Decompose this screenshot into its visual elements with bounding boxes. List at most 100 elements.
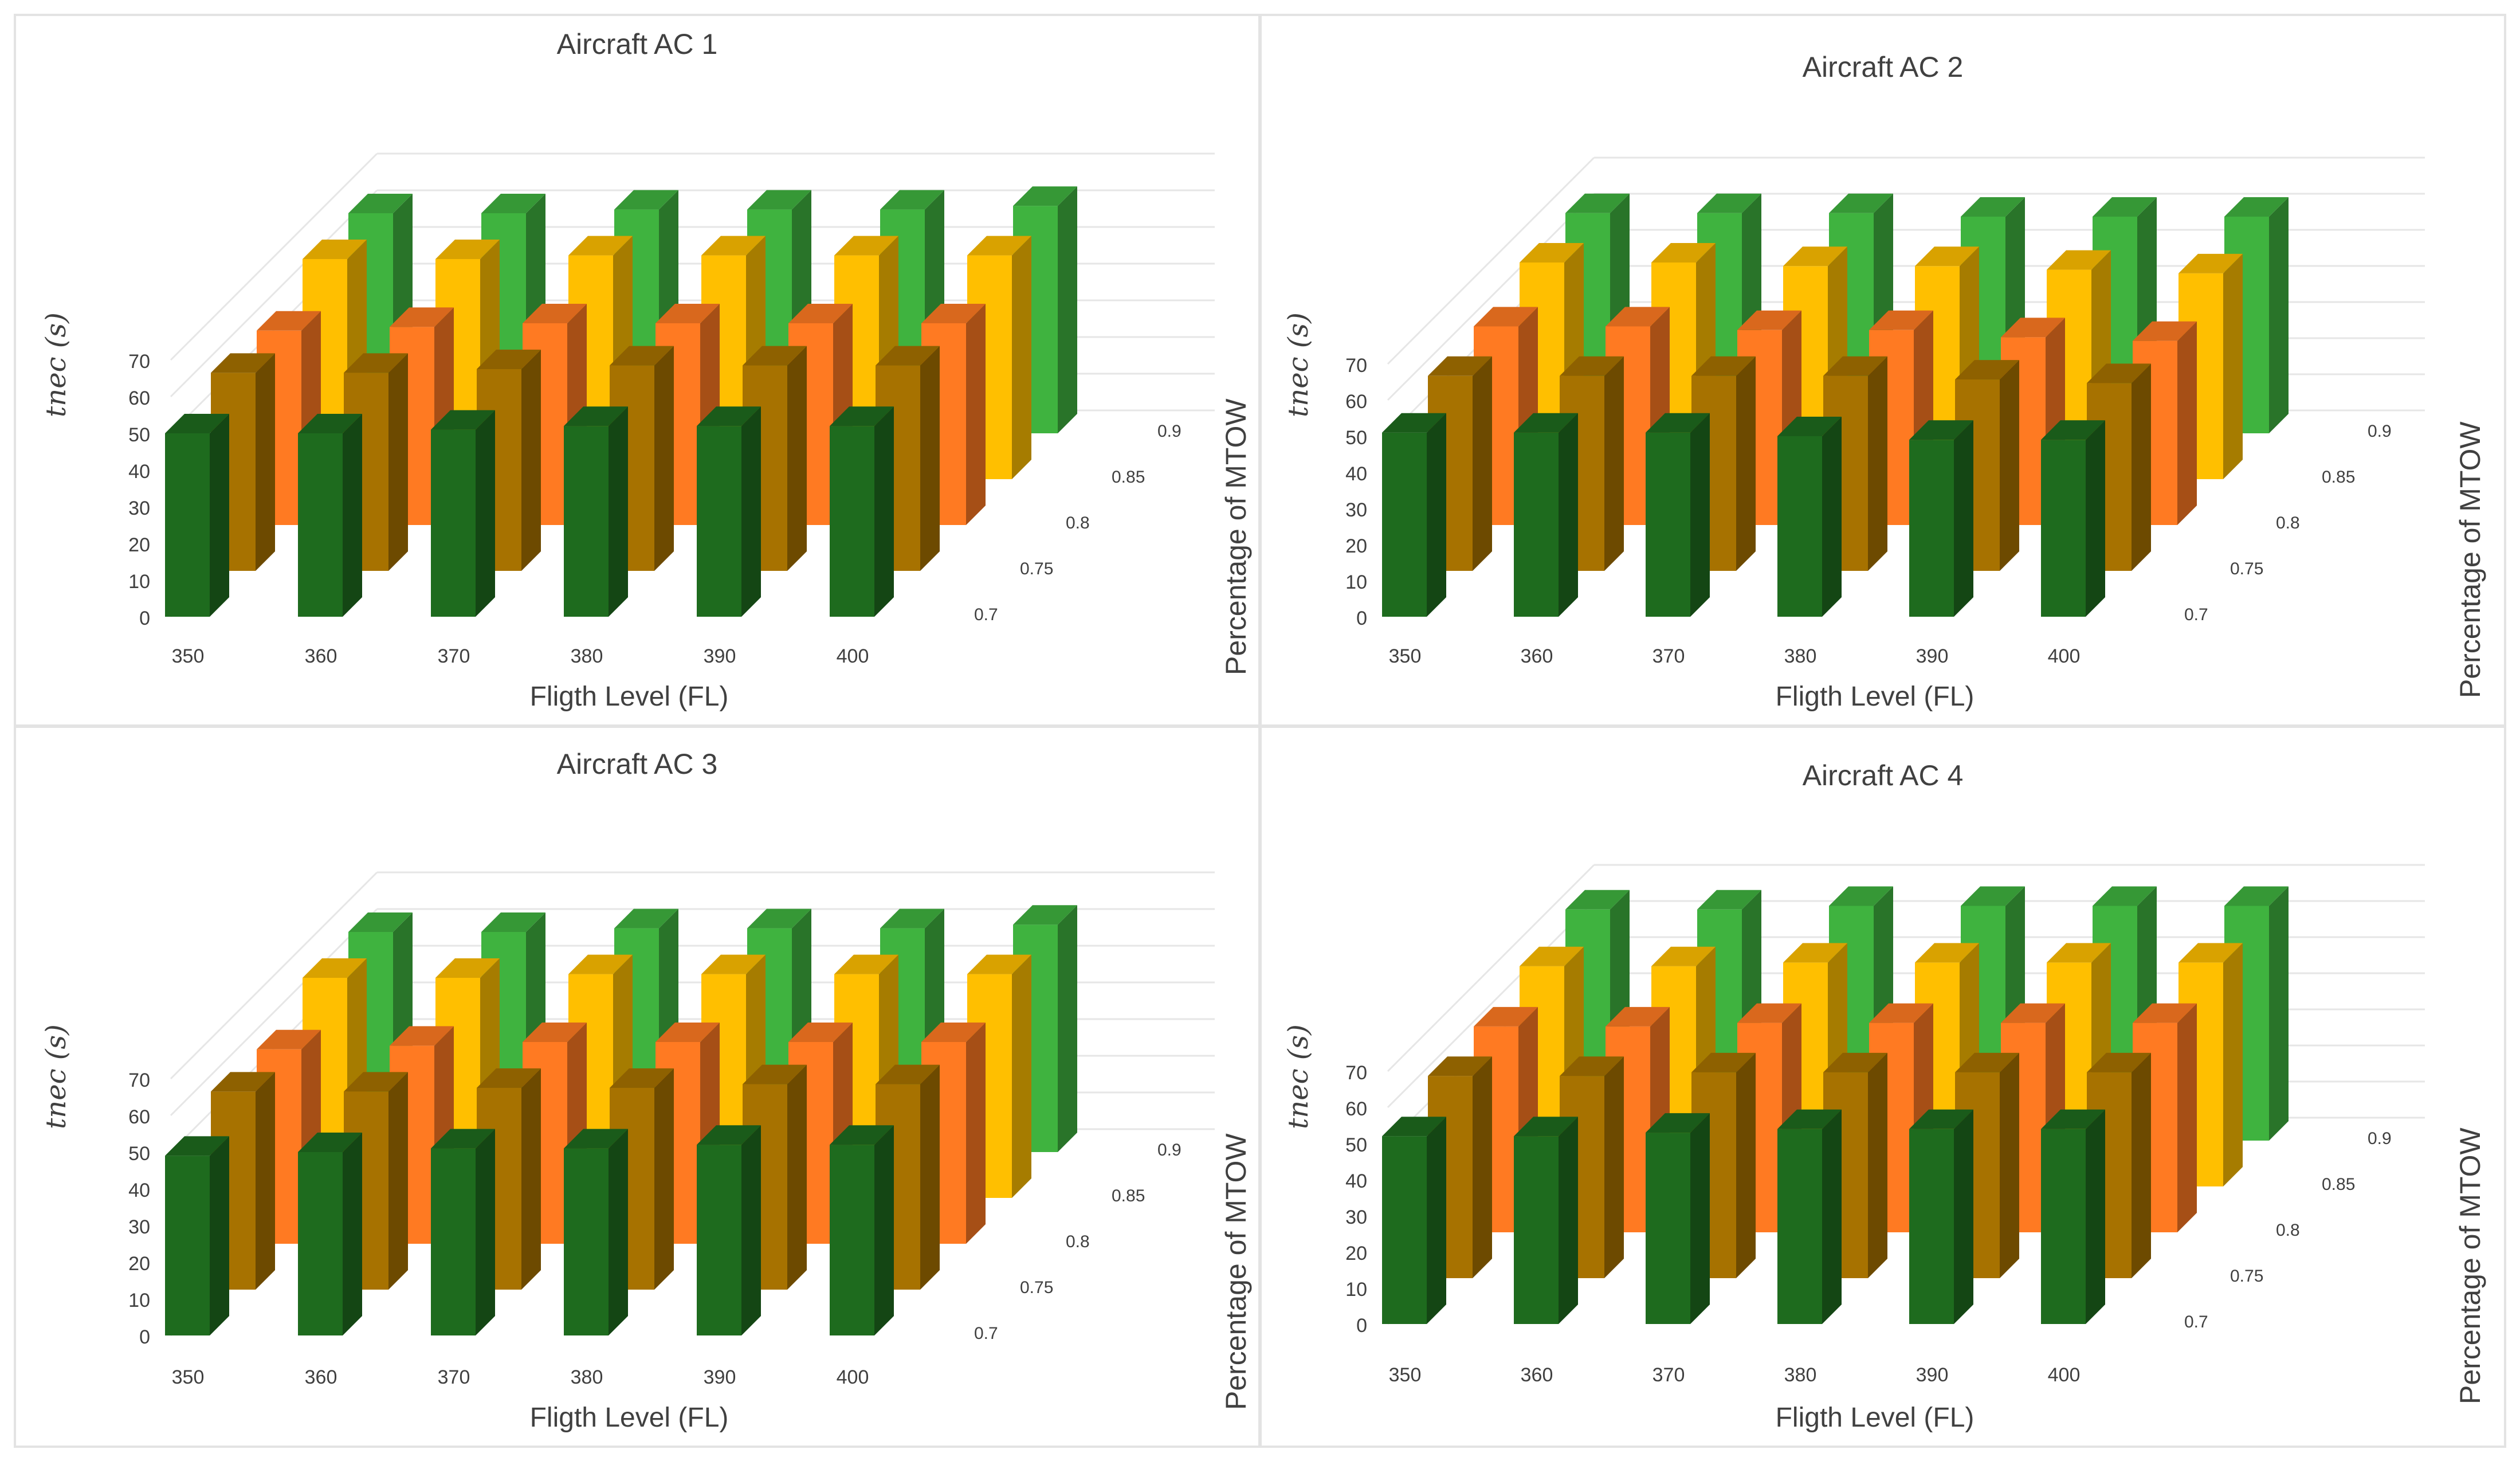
bar-side xyxy=(609,406,628,617)
bar-front xyxy=(830,1145,874,1335)
bar-top xyxy=(967,236,1031,256)
bar-top xyxy=(348,912,413,932)
x-tick-label: 370 xyxy=(438,1366,470,1388)
gridline xyxy=(1387,864,1595,1072)
bar-side xyxy=(2269,197,2289,433)
bar-top xyxy=(967,954,1031,974)
x-tick-label: 360 xyxy=(1521,1364,1553,1386)
depth-tick-label: 0.7 xyxy=(2184,605,2208,624)
bar-top xyxy=(1606,307,1670,327)
bar-side xyxy=(1559,1117,1578,1324)
bar-top xyxy=(2178,253,2243,273)
bar xyxy=(830,406,894,617)
bar-side xyxy=(787,1064,807,1290)
y-tick-label: 60 xyxy=(1345,1098,1367,1120)
x-tick-label: 350 xyxy=(1389,645,1422,667)
x-tick-label: 380 xyxy=(571,645,603,667)
x-tick-label: 350 xyxy=(172,645,205,667)
bar-front xyxy=(1909,440,1954,617)
chart-ac4-plot: 0 10 20 30 40 50 60 70 350 360 370 380 390 400 0.7 0.75… xyxy=(1345,864,2425,1386)
bar-top xyxy=(655,1023,720,1042)
bar xyxy=(1646,1113,1710,1324)
bar-side xyxy=(787,346,807,571)
bar-top xyxy=(1783,943,1847,963)
bar-side xyxy=(1822,1109,1842,1324)
y-tick-label: 30 xyxy=(128,498,150,519)
bar-top xyxy=(2041,420,2105,440)
bar xyxy=(2041,420,2105,617)
x-tick-label: 400 xyxy=(2048,1364,2081,1386)
bar-top xyxy=(2087,363,2151,383)
bar-top xyxy=(1382,413,1446,433)
y-tick-label: 50 xyxy=(128,424,150,446)
bar-front xyxy=(165,433,210,617)
bar-top xyxy=(564,406,628,426)
bar-top xyxy=(2093,197,2157,217)
bar-top xyxy=(1915,246,1979,267)
bar-side xyxy=(1690,1113,1710,1324)
bar-top xyxy=(481,912,545,932)
bar-top xyxy=(257,311,321,331)
bar-top xyxy=(614,190,678,210)
bar-front xyxy=(1909,1129,1954,1324)
bar-top xyxy=(876,1064,940,1084)
y-tick-label: 60 xyxy=(128,1106,150,1128)
chart-panel-ac4: 0 10 20 30 40 50 60 70 350 360 370 380 390 400 0.7 0.75… xyxy=(1259,726,2506,1448)
bar-top xyxy=(1915,943,1979,963)
depth-axis-title: Percentage of MTOW xyxy=(1220,1133,1252,1410)
y-tick-label: 70 xyxy=(128,1070,150,1091)
bar xyxy=(298,414,362,617)
bar-side xyxy=(1473,356,1492,571)
bar-front xyxy=(1514,1136,1559,1324)
y-axis-title: tnec (s) xyxy=(40,312,72,417)
y-tick-label: 60 xyxy=(128,387,150,409)
bar-top xyxy=(165,1136,229,1156)
bar-top xyxy=(1783,246,1847,267)
depth-axis-ticks: 0.7 0.75 0.8 0.85 0.9 xyxy=(2184,1129,2392,1331)
x-tick-label: 400 xyxy=(837,645,869,667)
bar-side xyxy=(1868,1052,1887,1278)
bar-front xyxy=(1777,436,1822,617)
bar-top xyxy=(211,353,275,373)
depth-tick-label: 0.7 xyxy=(974,1324,998,1343)
depth-tick-label: 0.9 xyxy=(2368,422,2392,441)
y-tick-label: 0 xyxy=(139,1326,150,1348)
depth-tick-label: 0.8 xyxy=(2276,514,2300,532)
bar xyxy=(298,1133,362,1335)
y-tick-label: 40 xyxy=(1345,463,1367,485)
y-tick-label: 20 xyxy=(1345,1243,1367,1264)
bar-front xyxy=(564,426,609,617)
bar xyxy=(1777,1109,1842,1324)
x-tick-label: 390 xyxy=(704,1366,736,1388)
bar-side xyxy=(2000,1052,2019,1278)
y-axis-ticks: 0 10 20 30 40 50 60 70 xyxy=(1345,1062,1367,1337)
bar-top xyxy=(298,1133,362,1152)
bar-top xyxy=(2047,250,2111,270)
bar-front xyxy=(697,426,741,617)
bar-front xyxy=(298,433,343,617)
bar-side xyxy=(2177,321,2197,525)
bar-side xyxy=(920,1064,940,1290)
bar-top xyxy=(1829,886,1893,906)
y-tick-label: 50 xyxy=(1345,1134,1367,1156)
bar-front xyxy=(298,1152,343,1335)
chart-panel-ac3: 0 10 20 30 40 50 60 70 350 360 370 380 390 400 0.7 0.75… xyxy=(14,726,1261,1448)
depth-axis-ticks: 0.7 0.75 0.8 0.85 0.9 xyxy=(974,422,1182,624)
x-tick-label: 360 xyxy=(305,645,337,667)
depth-axis-ticks: 0.7 0.75 0.8 0.85 0.9 xyxy=(2184,422,2392,624)
bar-top xyxy=(1829,193,1893,213)
bar-top xyxy=(1869,310,1933,330)
depth-axis-title: Percentage of MTOW xyxy=(2454,1127,2486,1404)
bar-top xyxy=(1560,356,1624,376)
bar xyxy=(1382,1117,1446,1324)
bar-side xyxy=(1954,1109,1973,1324)
bar-top xyxy=(1514,1117,1578,1137)
depth-axis-title: Percentage of MTOW xyxy=(1220,398,1252,675)
bar-side xyxy=(966,1023,986,1244)
gridline xyxy=(170,189,378,398)
x-tick-label: 370 xyxy=(438,645,470,667)
x-tick-label: 380 xyxy=(1784,1364,1817,1386)
bar-top xyxy=(1606,1006,1670,1027)
bar-top xyxy=(1565,890,1630,910)
bar-side xyxy=(2223,943,2243,1186)
